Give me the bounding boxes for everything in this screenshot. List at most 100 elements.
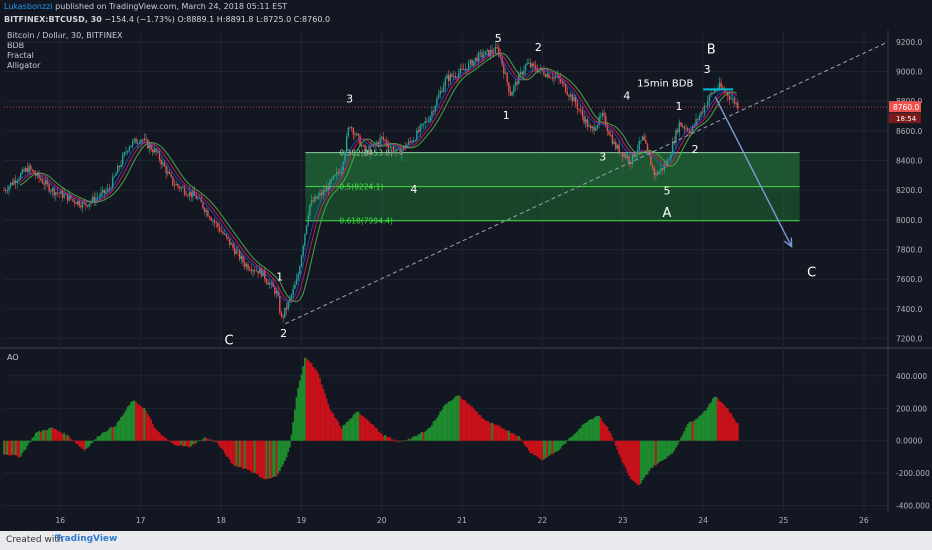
candle-body: [483, 55, 485, 58]
ao-bar: [245, 440, 248, 469]
ao-bar: [120, 417, 122, 441]
ao-bar: [601, 421, 604, 441]
candle-body: [121, 155, 124, 165]
ao-bar: [634, 440, 637, 484]
ao-bar: [334, 417, 336, 441]
candle-body: [202, 202, 204, 209]
ao-bar: [539, 440, 542, 460]
ao-bar: [11, 440, 14, 455]
candle-body: [337, 171, 340, 173]
candle-body: [382, 136, 385, 140]
ao-bar: [566, 440, 569, 441]
ao-bar: [390, 439, 393, 441]
ao-bar: [529, 440, 532, 454]
fib-zone-upper: [305, 152, 800, 187]
candle-body: [469, 60, 472, 64]
candle-body: [695, 119, 697, 126]
author-link[interactable]: Lukasbonzzi: [4, 2, 53, 11]
ao-bar: [278, 440, 281, 471]
ao-bar: [668, 440, 671, 456]
ao-bar: [118, 420, 121, 441]
candle-body: [367, 149, 370, 154]
ao-bar: [696, 418, 699, 441]
candle-body: [451, 74, 453, 77]
candle-body: [608, 130, 610, 135]
candle-body: [4, 190, 7, 192]
candle-body: [262, 270, 264, 277]
ao-bar: [489, 423, 492, 441]
ao-bar: [646, 440, 649, 475]
ao-bar: [636, 440, 639, 485]
candle-body: [9, 182, 12, 187]
candle-body: [666, 159, 669, 166]
tradingview-logo[interactable]: TradingView: [55, 534, 118, 544]
candle-body: [618, 144, 620, 153]
candle-body: [466, 68, 468, 71]
ao-bar: [6, 440, 9, 455]
candle-body: [698, 115, 701, 120]
candle-body: [28, 165, 30, 173]
ao-bar: [280, 440, 283, 468]
ao-bar: [593, 417, 595, 441]
ao-bar: [263, 440, 266, 480]
candle-body: [702, 111, 704, 113]
candle-body: [103, 189, 105, 194]
ao-bar: [688, 422, 691, 441]
candle-body: [305, 225, 308, 235]
ao-bar: [598, 415, 600, 441]
ao-bar: [128, 405, 131, 441]
trend-line[interactable]: [285, 41, 889, 325]
ao-bar: [28, 440, 30, 443]
candle-body: [349, 127, 351, 129]
ao-bar: [491, 422, 493, 441]
candle-body: [728, 96, 731, 100]
indicator-alligator[interactable]: Alligator: [7, 61, 41, 70]
candle-body: [513, 85, 515, 93]
candle-body: [579, 109, 582, 111]
ao-bar: [156, 431, 159, 441]
symbol-line: BITFINEX:BTCUSD, 30 −154.4 (−1.73%) O:88…: [4, 15, 330, 24]
ao-bar: [651, 440, 654, 468]
candle-body: [381, 136, 383, 139]
chart-canvas[interactable]: 0.382(8453.8) 0.5(8224.1) 0.618(7994.4) 15m…: [0, 0, 932, 531]
ao-bar: [733, 419, 736, 441]
candle-body: [292, 288, 294, 295]
candle-body: [152, 149, 154, 153]
candle-body: [58, 193, 60, 194]
ao-bar: [63, 432, 66, 441]
open-label: O:: [177, 15, 187, 24]
candle-body: [259, 268, 261, 274]
ao-bar: [198, 440, 201, 441]
ao-bar: [340, 428, 343, 441]
ao-bar: [135, 401, 137, 441]
candle-body: [287, 301, 289, 310]
wave-label: 2: [692, 143, 699, 156]
candle-body: [543, 70, 545, 75]
ao-bar: [522, 440, 525, 444]
ao-bar: [735, 422, 738, 441]
wave-label: A: [663, 206, 672, 221]
indicator-bdb[interactable]: BDB: [7, 41, 25, 50]
ao-bar: [360, 415, 363, 441]
candle-body: [178, 186, 181, 189]
ao-bar: [731, 416, 734, 441]
price-tick-label: 8600.0: [896, 127, 922, 136]
ao-bar: [511, 433, 514, 441]
candle-body: [314, 196, 316, 202]
projection-arrow[interactable]: [714, 96, 793, 247]
candle-body: [38, 172, 40, 179]
candle-body: [269, 283, 271, 285]
ao-bar: [476, 411, 478, 441]
candle-body: [427, 121, 430, 122]
candle-body: [519, 72, 522, 75]
indicator-fractal[interactable]: Fractal: [7, 51, 34, 60]
ao-bar: [287, 440, 290, 453]
ao-bar: [452, 398, 455, 441]
candle-body: [120, 164, 122, 168]
price-tick-label: 7800.0: [896, 246, 922, 255]
ao-bar: [105, 431, 107, 441]
ao-bar: [462, 399, 465, 441]
ao-bar: [711, 398, 714, 441]
candle-body: [615, 141, 617, 149]
wave-label: 5: [495, 32, 502, 45]
